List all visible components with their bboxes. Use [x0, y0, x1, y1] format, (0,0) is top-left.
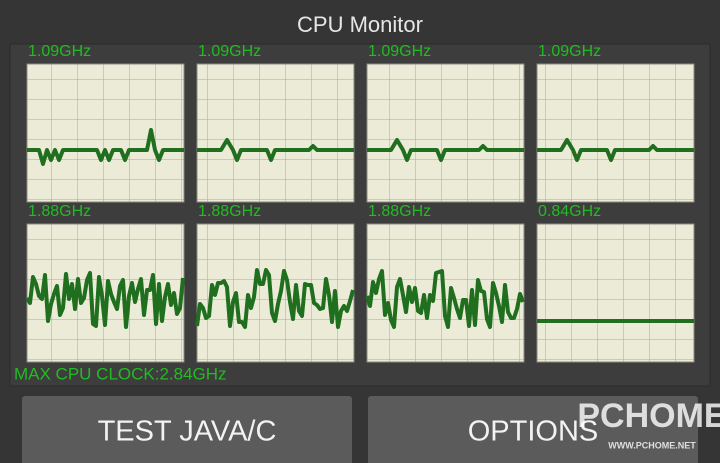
options-button-label[interactable]: OPTIONS: [468, 416, 599, 448]
core-trace: [537, 138, 694, 162]
core-graph: [366, 223, 525, 363]
core-trace: [367, 138, 524, 162]
core-frequency: 1.09GHz: [368, 43, 431, 60]
watermark-url: WWW.PCHOME.NET: [608, 440, 696, 450]
core-frequency: 1.09GHz: [538, 43, 601, 60]
options-button[interactable]: [368, 396, 698, 463]
core-trace: [365, 269, 525, 329]
watermark-brand: PCHOME: [577, 397, 720, 435]
core-graph: [536, 63, 695, 203]
test-button[interactable]: [22, 396, 352, 463]
core-frequency: 1.88GHz: [28, 203, 91, 220]
core-frequency: 1.88GHz: [198, 203, 261, 220]
core-graph: [366, 63, 525, 203]
app-title: CPU Monitor: [297, 12, 423, 37]
core-trace: [27, 128, 184, 166]
core-trace: [195, 268, 355, 329]
core-graph: [26, 63, 185, 203]
core-panels: 1.09GHz 1.09GHz 1.09GHz 1.09GHz 1.88GHz 1.88G…: [25, 43, 695, 363]
core-graph: [536, 223, 695, 363]
core-graph: [196, 63, 355, 203]
core-trace: [25, 271, 185, 329]
core-trace: [197, 138, 354, 162]
core-frequency: 1.09GHz: [28, 43, 91, 60]
max-clock: MAX CPU CLOCK:2.84GHz: [14, 364, 227, 383]
core-frequency: 1.09GHz: [198, 43, 261, 60]
test-button-label[interactable]: TEST JAVA/C: [98, 416, 277, 448]
core-frequency: 1.88GHz: [368, 203, 431, 220]
core-frequency: 0.84GHz: [538, 203, 601, 220]
